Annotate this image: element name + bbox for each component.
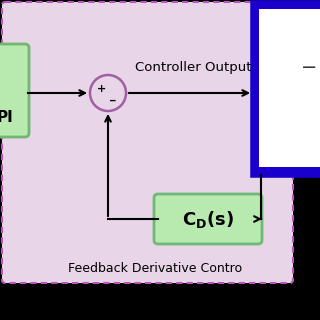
Text: +: + [97, 84, 107, 94]
Text: $-$: $-$ [300, 55, 316, 75]
Text: $\mathbf{C_{D}(s)}$: $\mathbf{C_{D}(s)}$ [182, 209, 234, 229]
Text: Controller Output: Controller Output [135, 61, 251, 75]
FancyBboxPatch shape [259, 9, 320, 167]
Text: _: _ [110, 91, 116, 101]
Circle shape [90, 75, 126, 111]
Text: PI: PI [0, 110, 13, 125]
FancyBboxPatch shape [154, 194, 262, 244]
FancyBboxPatch shape [253, 3, 320, 175]
Text: Feedback Derivative Contro: Feedback Derivative Contro [68, 261, 242, 275]
FancyBboxPatch shape [2, 2, 293, 283]
FancyBboxPatch shape [0, 44, 29, 137]
